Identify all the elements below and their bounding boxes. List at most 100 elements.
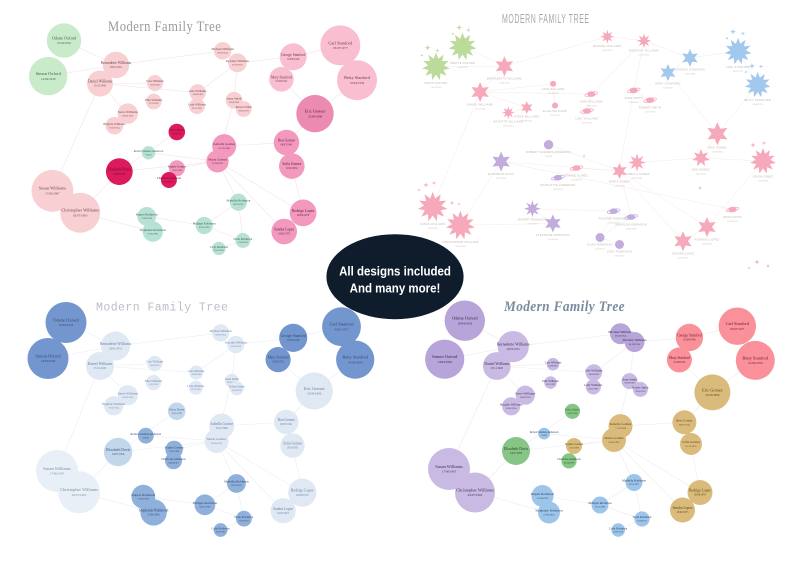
svg-text:16/05/1996: 16/05/1996 — [567, 413, 578, 415]
svg-text:26/03/1978: 26/03/1978 — [645, 112, 656, 114]
svg-text:Maria Gomez: Maria Gomez — [208, 157, 227, 161]
svg-text:29/01/1951: 29/01/1951 — [507, 347, 521, 351]
svg-text:MATHILDA ROBINSON: MATHILDA ROBINSON — [615, 223, 646, 226]
svg-text:08/10/1987: 08/10/1987 — [629, 484, 640, 486]
svg-text:16/02/1975: 16/02/1975 — [278, 233, 291, 236]
svg-text:Christopher Williams: Christopher Williams — [60, 487, 98, 492]
svg-text:STEPHANIE ROBINSON: STEPHANIE ROBINSON — [536, 234, 570, 237]
svg-text:02/02/1989: 02/02/1989 — [199, 506, 211, 509]
svg-text:Christopher Williams: Christopher Williams — [61, 208, 99, 213]
svg-text:Cate Williams: Cate Williams — [146, 79, 164, 83]
svg-text:Bernadette Williams: Bernadette Williams — [101, 61, 132, 65]
svg-text:Daniel Williams: Daniel Williams — [88, 80, 113, 84]
svg-text:22/06/1896: 22/06/1896 — [307, 392, 322, 396]
svg-text:08/10/1987: 08/10/1987 — [231, 485, 242, 487]
svg-text:Anne Smith: Anne Smith — [225, 377, 239, 381]
svg-text:10/10/1931: 10/10/1931 — [758, 180, 769, 182]
svg-text:George Stanford: George Stanford — [281, 334, 306, 338]
svg-text:Charlotte Anderson: Charlotte Anderson — [557, 457, 581, 461]
svg-text:Lady Williams: Lady Williams — [187, 384, 205, 388]
svg-text:SUSAN WILLIAMS: SUSAN WILLIAMS — [420, 223, 445, 226]
svg-text:17/06/1967: 17/06/1967 — [427, 228, 438, 230]
svg-text:Maria Gomez: Maria Gomez — [604, 436, 624, 440]
svg-text:JADE WILLIAMS: JADE WILLIAMS — [580, 101, 603, 104]
svg-text:RODRIGO LOPEZ: RODRIGO LOPEZ — [695, 238, 720, 241]
svg-text:Maria Gomez: Maria Gomez — [207, 437, 227, 441]
svg-text:25/11/1943: 25/11/1943 — [94, 85, 106, 88]
svg-text:Eric Gomez: Eric Gomez — [305, 109, 326, 114]
svg-text:27/06/1990: 27/06/1990 — [527, 224, 538, 226]
svg-text:01/09/1956: 01/09/1956 — [232, 65, 243, 67]
svg-text:Rodrigo Lopez: Rodrigo Lopez — [291, 489, 314, 493]
svg-text:Robert Smith: Robert Smith — [632, 386, 649, 390]
svg-text:BEN GOMEZ: BEN GOMEZ — [692, 168, 710, 171]
svg-text:SIMON OXFORD: SIMON OXFORD — [424, 82, 447, 85]
svg-text:STEVE WILLIAMS: STEVE WILLIAMS — [514, 116, 539, 119]
svg-text:MICHAEL WILLIAMS: MICHAEL WILLIAMS — [593, 45, 621, 48]
svg-text:06/09/1956: 06/09/1956 — [521, 121, 532, 123]
svg-text:02/07/1963: 02/07/1963 — [455, 246, 466, 248]
svg-text:10/04/1932: 10/04/1932 — [57, 41, 71, 45]
svg-text:06/07/1941: 06/07/1941 — [280, 423, 293, 426]
svg-text:BERNADETTE WILLIAMS: BERNADETTE WILLIAMS — [487, 78, 522, 81]
svg-text:06/07/1941: 06/07/1941 — [679, 423, 691, 426]
svg-text:LADY WILLIAMS: LADY WILLIAMS — [575, 117, 598, 120]
svg-text:04/04/2019: 04/04/2019 — [564, 463, 574, 465]
svg-text:06/09/1956: 06/09/1956 — [122, 396, 134, 399]
svg-text:08/10/1987: 08/10/1987 — [233, 204, 244, 206]
svg-text:06/02/1954: 06/02/1954 — [602, 50, 613, 52]
svg-text:05/10/1988: 05/10/1988 — [219, 147, 231, 150]
svg-text:26/05/1954: 26/05/1954 — [108, 408, 119, 410]
svg-text:Charlotte Anderson: Charlotte Anderson — [161, 457, 186, 461]
svg-text:Odette Oxford: Odette Oxford — [452, 316, 478, 321]
svg-text:Simon Oxford: Simon Oxford — [35, 353, 61, 358]
svg-text:SOFIA GOMEZ: SOFIA GOMEZ — [753, 175, 774, 178]
svg-text:11/11/1967: 11/11/1967 — [550, 115, 561, 117]
svg-text:Robert Smith: Robert Smith — [229, 385, 245, 389]
svg-text:Elizabeth Davis: Elizabeth Davis — [108, 168, 132, 172]
svg-text:Ellie Williams: Ellie Williams — [145, 98, 163, 102]
svg-text:20/06/1970: 20/06/1970 — [296, 494, 309, 497]
svg-text:16/08/1961: 16/08/1961 — [150, 85, 160, 87]
svg-text:7/04/22: 7/04/22 — [541, 435, 547, 437]
svg-text:05/10/1988: 05/10/1988 — [632, 178, 643, 180]
svg-text:24/07/1956: 24/07/1956 — [112, 453, 125, 456]
svg-text:16/08/1961: 16/08/1961 — [548, 366, 557, 368]
svg-text:Robert Smith: Robert Smith — [236, 105, 253, 109]
svg-text:17/06/1967: 17/06/1967 — [45, 192, 60, 196]
svg-text:RUPERT ROBINSON: RUPERT ROBINSON — [518, 219, 547, 222]
svg-text:GEORGE STANFORD: GEORGE STANFORD — [675, 68, 705, 71]
svg-text:11/11/1967: 11/11/1967 — [149, 384, 160, 386]
svg-text:Sofia Gomez: Sofia Gomez — [282, 162, 301, 166]
svg-text:SOPHIE GOMEZ: SOPHIE GOMEZ — [565, 174, 588, 177]
svg-text:SANDRA LOPEZ: SANDRA LOPEZ — [672, 253, 695, 256]
svg-text:03/05/2016: 03/05/2016 — [613, 532, 622, 534]
svg-text:17/06/1967: 17/06/1967 — [50, 472, 65, 476]
svg-text:06/02/1954: 06/02/1954 — [217, 53, 228, 55]
svg-text:Daniel Williams: Daniel Williams — [88, 362, 113, 366]
svg-text:03/05/2016: 03/05/2016 — [214, 250, 223, 252]
svg-text:22/06/1896: 22/06/1896 — [712, 152, 723, 154]
svg-text:Michael Williams: Michael Williams — [608, 330, 633, 334]
svg-text:ODETTE OXFORD: ODETTE OXFORD — [450, 62, 475, 65]
svg-text:Michael Williams: Michael Williams — [210, 329, 233, 333]
svg-text:02/07/1963: 02/07/1963 — [73, 213, 88, 217]
svg-text:ROBERT SANDERS ANDERSON: ROBERT SANDERS ANDERSON — [526, 151, 571, 154]
svg-text:Simon Oxford: Simon Oxford — [36, 71, 62, 76]
svg-text:04/04/2019: 04/04/2019 — [164, 182, 174, 184]
svg-text:Philippe Robinson: Philippe Robinson — [193, 222, 216, 226]
svg-text:12/03/1990: 12/03/1990 — [571, 179, 582, 181]
svg-text:Rupert Robinson: Rupert Robinson — [136, 213, 158, 217]
svg-text:01/08/1952: 01/08/1952 — [673, 361, 686, 364]
svg-text:16/05/1996: 16/05/1996 — [172, 134, 183, 136]
svg-text:Isabella Gomez: Isabella Gomez — [610, 422, 632, 426]
svg-text:Charlotte Anderson: Charlotte Anderson — [157, 176, 182, 180]
svg-text:10/09/1946: 10/09/1946 — [685, 73, 696, 75]
svg-text:04/04/2019: 04/04/2019 — [169, 463, 179, 465]
svg-text:CHARLOTTE ANDERSON: CHARLOTTE ANDERSON — [540, 184, 575, 187]
svg-text:23/08/1987: 23/08/1987 — [211, 442, 223, 445]
svg-text:06/07/1941: 06/07/1941 — [281, 144, 294, 147]
svg-text:Ben Gomez: Ben Gomez — [676, 418, 693, 422]
svg-text:Betty Stanford: Betty Stanford — [742, 355, 769, 360]
svg-text:Stephanie Robinson: Stephanie Robinson — [140, 228, 167, 232]
